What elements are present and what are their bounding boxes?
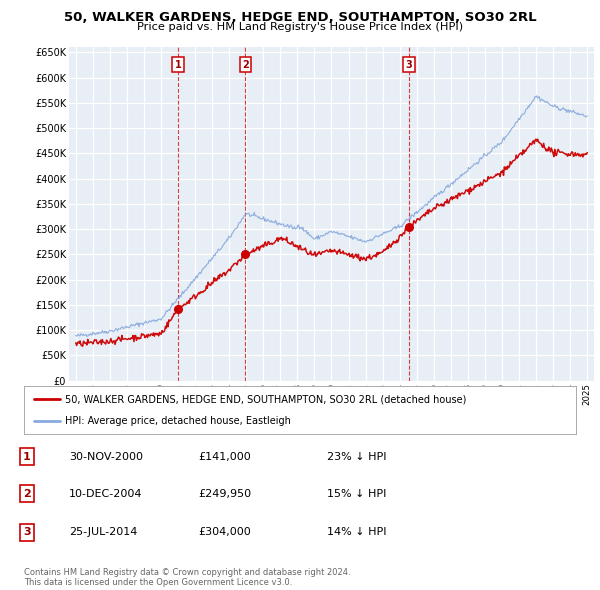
Text: 25-JUL-2014: 25-JUL-2014 [69, 527, 137, 537]
Text: 14% ↓ HPI: 14% ↓ HPI [327, 527, 386, 537]
Text: 30-NOV-2000: 30-NOV-2000 [69, 452, 143, 461]
Text: 3: 3 [406, 60, 412, 70]
Text: 50, WALKER GARDENS, HEDGE END, SOUTHAMPTON, SO30 2RL: 50, WALKER GARDENS, HEDGE END, SOUTHAMPT… [64, 11, 536, 24]
Text: 1: 1 [23, 452, 31, 461]
Text: 2: 2 [242, 60, 249, 70]
Text: 50, WALKER GARDENS, HEDGE END, SOUTHAMPTON, SO30 2RL (detached house): 50, WALKER GARDENS, HEDGE END, SOUTHAMPT… [65, 394, 467, 404]
Text: HPI: Average price, detached house, Eastleigh: HPI: Average price, detached house, East… [65, 417, 291, 427]
Text: 2: 2 [23, 489, 31, 499]
Text: Price paid vs. HM Land Registry's House Price Index (HPI): Price paid vs. HM Land Registry's House … [137, 22, 463, 32]
Text: 15% ↓ HPI: 15% ↓ HPI [327, 489, 386, 499]
Text: 23% ↓ HPI: 23% ↓ HPI [327, 452, 386, 461]
Text: 3: 3 [23, 527, 31, 537]
Text: £304,000: £304,000 [198, 527, 251, 537]
Text: £141,000: £141,000 [198, 452, 251, 461]
Text: 10-DEC-2004: 10-DEC-2004 [69, 489, 143, 499]
Text: 1: 1 [175, 60, 181, 70]
Text: Contains HM Land Registry data © Crown copyright and database right 2024.
This d: Contains HM Land Registry data © Crown c… [24, 568, 350, 587]
Text: £249,950: £249,950 [198, 489, 251, 499]
